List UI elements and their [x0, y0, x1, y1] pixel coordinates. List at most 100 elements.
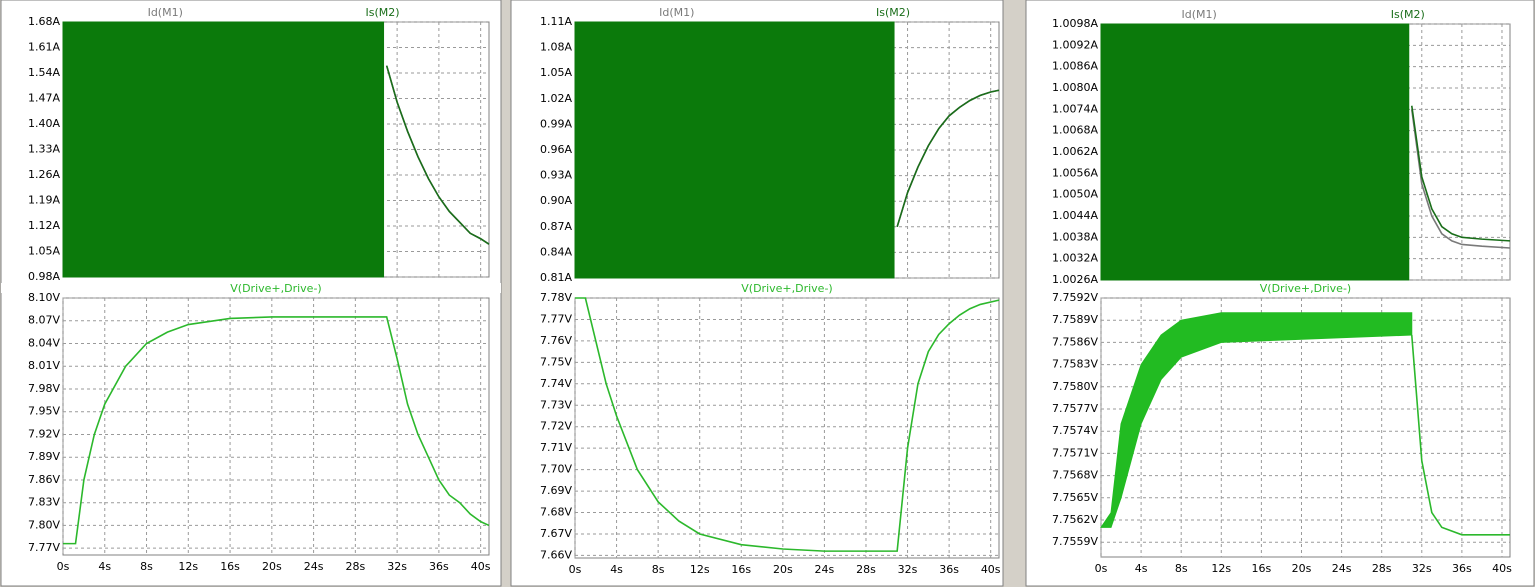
y-tick-label: 7.7562V — [1052, 513, 1098, 526]
y-tick-label: 1.40A — [28, 117, 60, 130]
x-tick-label: 36s — [939, 563, 959, 576]
y-tick-label: 1.0050A — [1052, 188, 1098, 201]
y-tick-label: 7.7568V — [1052, 469, 1098, 482]
y-tick-label: 7.7574V — [1052, 424, 1098, 437]
y-tick-label: 1.0068A — [1052, 124, 1098, 137]
y-tick-label: 7.83V — [28, 496, 60, 509]
y-tick-label: 7.7580V — [1052, 380, 1098, 393]
y-tick-label: 7.77V — [540, 312, 572, 325]
oscillation-band — [1100, 312, 1413, 528]
y-tick-label: 1.61A — [28, 41, 60, 54]
x-tick-label: 20s — [773, 563, 793, 576]
x-tick-label: 32s — [387, 560, 407, 573]
y-tick-label: 1.0086A — [1052, 60, 1098, 73]
y-tick-label: 0.84A — [540, 245, 572, 258]
x-tick-label: 12s — [690, 563, 710, 576]
y-tick-label: 7.89V — [28, 450, 60, 463]
y-tick-label: 0.99A — [540, 117, 572, 130]
y-tick-label: 8.01V — [28, 359, 60, 372]
x-tick-label: 0s — [1095, 562, 1108, 575]
y-tick-label: 7.74V — [540, 377, 572, 390]
y-tick-label: 7.76V — [540, 334, 572, 347]
y-tick-label: 7.72V — [540, 420, 572, 433]
legend-label: Is(M2) — [876, 6, 910, 19]
series-line — [1410, 334, 1510, 536]
x-tick-label: 4s — [610, 563, 623, 576]
y-tick-label: 7.7586V — [1052, 335, 1098, 348]
y-tick-label: 7.7589V — [1052, 313, 1098, 326]
y-tick-label: 0.96A — [540, 143, 572, 156]
y-tick-label: 1.0056A — [1052, 166, 1098, 179]
x-tick-label: 16s — [220, 560, 240, 573]
legend-label: Id(M1) — [1182, 8, 1217, 21]
x-tick-label: 28s — [856, 563, 876, 576]
series-line — [1410, 109, 1511, 249]
x-tick-label: 8s — [140, 560, 153, 573]
y-tick-label: 7.66V — [540, 548, 572, 561]
y-tick-label: 1.0074A — [1052, 102, 1098, 115]
x-tick-label: 36s — [1452, 562, 1472, 575]
y-tick-label: 1.02A — [540, 92, 572, 105]
y-tick-label: 1.11A — [540, 15, 572, 28]
x-tick-label: 4s — [98, 560, 111, 573]
legend-label: Is(M2) — [1391, 8, 1425, 21]
y-tick-label: 0.98A — [28, 270, 60, 283]
y-tick-label: 7.71V — [540, 441, 572, 454]
y-tick-label: 7.7583V — [1052, 358, 1098, 371]
x-tick-label: 32s — [898, 563, 918, 576]
legend-label: V(Drive+,Drive-) — [741, 282, 832, 295]
x-tick-label: 20s — [1292, 562, 1312, 575]
plot-area — [574, 297, 1000, 559]
y-tick-label: 7.95V — [28, 405, 60, 418]
series-line — [575, 297, 1000, 552]
y-tick-label: 8.04V — [28, 336, 60, 349]
x-tick-label: 8s — [1175, 562, 1188, 575]
x-tick-label: 16s — [1252, 562, 1272, 575]
y-tick-label: 1.54A — [28, 66, 60, 79]
oscillation-band — [1100, 23, 1410, 281]
y-tick-label: 1.05A — [540, 66, 572, 79]
x-tick-label: 12s — [1211, 562, 1231, 575]
y-tick-label: 1.0098A — [1052, 17, 1098, 30]
y-tick-label: 1.0080A — [1052, 81, 1098, 94]
x-tick-label: 12s — [178, 560, 198, 573]
y-tick-label: 0.87A — [540, 220, 572, 233]
legend-label: V(Drive+,Drive-) — [230, 282, 321, 295]
y-tick-label: 7.7577V — [1052, 402, 1098, 415]
y-tick-label: 1.0044A — [1052, 209, 1098, 222]
series-line — [896, 89, 1000, 228]
y-tick-label: 1.26A — [28, 168, 60, 181]
x-tick-label: 40s — [471, 560, 491, 573]
x-tick-label: 8s — [652, 563, 665, 576]
y-tick-label: 7.7592V — [1052, 291, 1098, 304]
x-tick-label: 24s — [815, 563, 835, 576]
y-tick-label: 7.86V — [28, 473, 60, 486]
y-tick-label: 8.07V — [28, 314, 60, 327]
x-tick-label: 16s — [731, 563, 751, 576]
x-tick-label: 0s — [569, 563, 582, 576]
legend-label: Id(M1) — [659, 6, 694, 19]
y-tick-label: 7.77V — [28, 541, 60, 554]
y-tick-label: 7.68V — [540, 506, 572, 519]
oscillation-band — [574, 21, 895, 279]
y-tick-label: 1.68A — [28, 15, 60, 28]
y-tick-label: 1.0032A — [1052, 252, 1098, 265]
y-tick-label: 7.78V — [540, 291, 572, 304]
y-tick-label: 7.73V — [540, 398, 572, 411]
y-tick-label: 0.90A — [540, 194, 572, 207]
y-tick-label: 1.33A — [28, 143, 60, 156]
y-tick-label: 7.75V — [540, 355, 572, 368]
x-tick-label: 24s — [304, 560, 324, 573]
y-tick-label: 7.98V — [28, 382, 60, 395]
y-tick-label: 1.08A — [540, 41, 572, 54]
legend-label: Is(M2) — [365, 6, 399, 19]
y-tick-label: 1.12A — [28, 219, 60, 232]
y-tick-label: 1.0062A — [1052, 145, 1098, 158]
x-tick-label: 0s — [57, 560, 70, 573]
legend-label: V(Drive+,Drive-) — [1260, 282, 1351, 295]
x-tick-label: 28s — [1372, 562, 1392, 575]
y-tick-label: 1.0038A — [1052, 230, 1098, 243]
legend-label: Id(M1) — [148, 6, 183, 19]
y-tick-label: 7.7571V — [1052, 446, 1098, 459]
